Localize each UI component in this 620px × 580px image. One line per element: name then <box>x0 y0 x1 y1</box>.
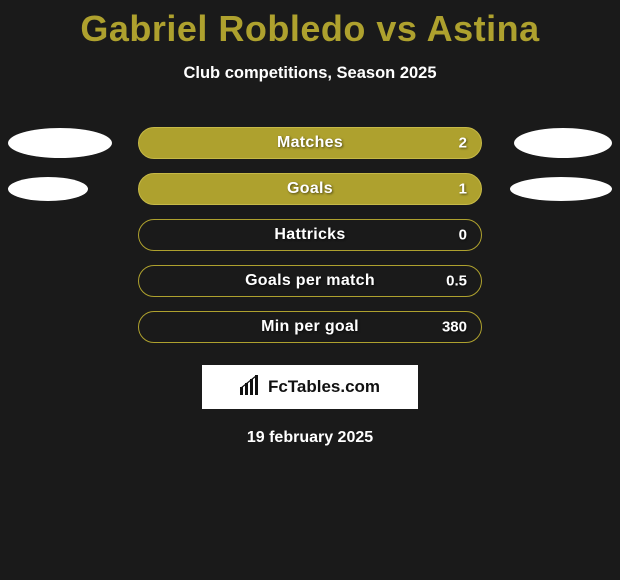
stat-bar: Goals per match 0.5 <box>138 265 482 297</box>
stat-value: 0 <box>459 227 467 244</box>
stat-row: Matches 2 <box>0 127 620 159</box>
stat-bar: Hattricks 0 <box>138 219 482 251</box>
stat-bar: Goals 1 <box>138 173 482 205</box>
page-title: Gabriel Robledo vs Astina <box>0 0 620 50</box>
stat-row: Min per goal 380 <box>0 311 620 343</box>
stat-row: Hattricks 0 <box>0 219 620 251</box>
brand-text: FcTables.com <box>268 377 380 397</box>
stat-row: Goals per match 0.5 <box>0 265 620 297</box>
stats-list: Matches 2 Goals 1 Hattricks 0 Goals per match 0… <box>0 127 620 343</box>
stat-value: 0.5 <box>446 273 467 290</box>
stat-label: Goals per match <box>245 272 375 290</box>
subtitle: Club competitions, Season 2025 <box>0 64 620 83</box>
stat-label: Goals <box>287 180 333 198</box>
stat-value: 1 <box>459 181 467 198</box>
left-cap-icon <box>8 177 88 201</box>
stat-label: Matches <box>277 134 343 152</box>
footer-date: 19 february 2025 <box>0 429 620 447</box>
stat-bar: Matches 2 <box>138 127 482 159</box>
stat-label: Hattricks <box>274 226 345 244</box>
right-cap-icon <box>514 128 612 158</box>
stat-bar: Min per goal 380 <box>138 311 482 343</box>
comparison-card: Gabriel Robledo vs Astina Club competiti… <box>0 0 620 580</box>
brand-chart-icon <box>240 375 262 400</box>
left-cap-icon <box>8 128 112 158</box>
stat-label: Min per goal <box>261 318 359 336</box>
stat-value: 380 <box>442 319 467 336</box>
brand-badge: FcTables.com <box>202 365 418 409</box>
stat-row: Goals 1 <box>0 173 620 205</box>
right-cap-icon <box>510 177 612 201</box>
stat-value: 2 <box>459 135 467 152</box>
